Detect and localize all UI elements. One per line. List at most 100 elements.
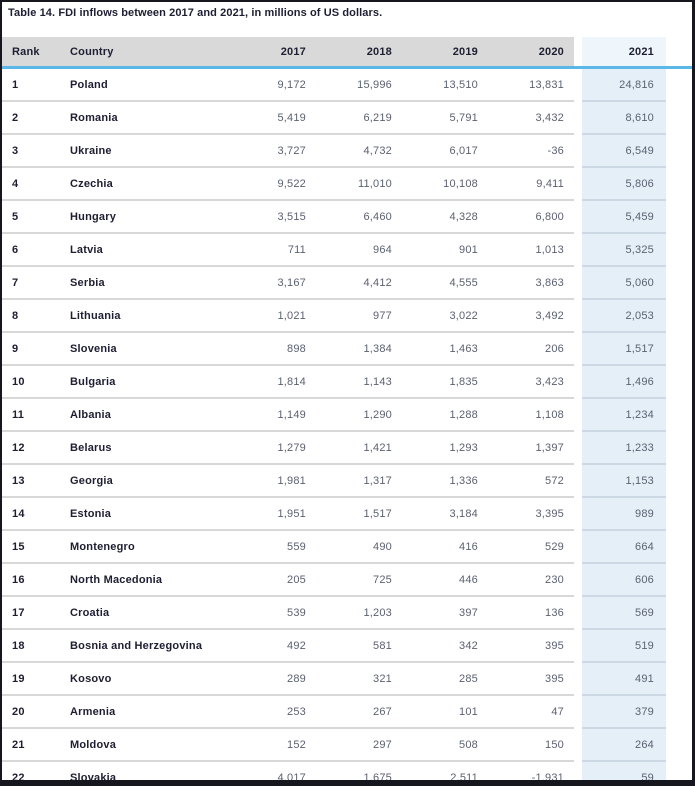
right-margin [666,530,692,563]
value-2021: 59 [582,760,666,780]
value-2019: 1,835 [402,364,488,398]
right-margin [666,464,692,497]
rank-cell: 18 [2,628,60,662]
column-gap [574,101,582,134]
right-margin [666,233,692,266]
country-cell: Lithuania [60,298,230,332]
column-gap [574,233,582,266]
right-margin [666,497,692,530]
rank-cell: 16 [2,562,60,596]
value-2019: 342 [402,628,488,662]
country-cell: Bulgaria [60,364,230,398]
value-2021: 5,060 [582,265,666,299]
table-row: 3 Ukraine 3,727 4,732 6,017 -36 6,549 [2,133,692,167]
value-2017: 1,149 [230,397,316,431]
value-2018: 1,290 [316,397,402,431]
rank-cell: 10 [2,364,60,398]
table-row: 1 Poland 9,172 15,996 13,510 13,831 24,816 [2,67,692,101]
table-row: 17 Croatia 539 1,203 397 136 569 [2,595,692,629]
rank-cell: 20 [2,694,60,728]
rank-cell: 9 [2,331,60,365]
value-2021: 24,816 [582,67,666,101]
column-gap [574,596,582,629]
right-margin [666,365,692,398]
table-row: 21 Moldova 152 297 508 150 264 [2,727,692,761]
value-2021: 5,806 [582,166,666,200]
table-row: 8 Lithuania 1,021 977 3,022 3,492 2,053 [2,298,692,332]
value-2021: 989 [582,496,666,530]
country-cell: Georgia [60,463,230,497]
table-row: 16 North Macedonia 205 725 446 230 606 [2,562,692,596]
right-margin [666,761,692,780]
value-2019: 285 [402,661,488,695]
value-2017: 1,021 [230,298,316,332]
table-row: 10 Bulgaria 1,814 1,143 1,835 3,423 1,496 [2,364,692,398]
column-gap [574,728,582,761]
value-2019: 1,288 [402,397,488,431]
value-2018: 1,203 [316,595,402,629]
value-2017: 3,167 [230,265,316,299]
value-2018: 11,010 [316,166,402,200]
table-row: 5 Hungary 3,515 6,460 4,328 6,800 5,459 [2,199,692,233]
header-row: Rank Country 2017 2018 2019 2020 2021 [2,37,692,69]
value-2018: 1,317 [316,463,402,497]
column-gap [574,398,582,431]
value-2021: 1,496 [582,364,666,398]
country-cell: Ukraine [60,133,230,167]
table-row: 14 Estonia 1,951 1,517 3,184 3,395 989 [2,496,692,530]
value-2020: 529 [488,529,574,563]
value-2019: 508 [402,727,488,761]
country-cell: Croatia [60,595,230,629]
value-2021: 2,053 [582,298,666,332]
right-margin [666,695,692,728]
value-2018: 1,384 [316,331,402,365]
country-cell: Belarus [60,430,230,464]
value-2017: 1,814 [230,364,316,398]
value-2018: 964 [316,232,402,266]
right-margin [666,299,692,332]
right-margin [666,37,692,69]
column-gap [574,167,582,200]
value-2020: 47 [488,694,574,728]
value-2017: 5,419 [230,100,316,134]
right-margin [666,728,692,761]
value-2019: 4,555 [402,265,488,299]
value-2017: 711 [230,232,316,266]
table-row: 22 Slovakia 4,017 1,675 2,511 -1,931 59 [2,760,692,780]
right-margin [666,398,692,431]
value-2017: 1,981 [230,463,316,497]
country-cell: Czechia [60,166,230,200]
value-2018: 1,675 [316,760,402,780]
right-margin [666,662,692,695]
rank-cell: 19 [2,661,60,695]
column-gap [574,299,582,332]
value-2017: 205 [230,562,316,596]
right-margin [666,629,692,662]
value-2020: 230 [488,562,574,596]
value-2020: -1,931 [488,760,574,780]
value-2019: 5,791 [402,100,488,134]
rank-cell: 7 [2,265,60,299]
right-margin [666,200,692,233]
value-2019: 13,510 [443,78,478,91]
value-2021: 519 [582,628,666,662]
value-2020: 13,831 [529,78,564,91]
country-cell: Moldova [60,727,230,761]
value-2017: 1,279 [230,430,316,464]
value-2017: 3,727 [230,133,316,167]
column-gap [574,37,582,69]
right-margin [666,134,692,167]
right-margin [666,596,692,629]
col-header-2020: 2020 [488,37,574,69]
col-header-2017: 2017 [230,37,316,69]
value-2018: 4,732 [316,133,402,167]
value-2019: 10,108 [402,166,488,200]
column-gap [574,431,582,464]
right-margin [666,266,692,299]
rank-cell: 1 [12,78,19,91]
column-gap [574,530,582,563]
right-margin [666,167,692,200]
value-2019: 446 [402,562,488,596]
col-header-rank: Rank [2,37,60,69]
